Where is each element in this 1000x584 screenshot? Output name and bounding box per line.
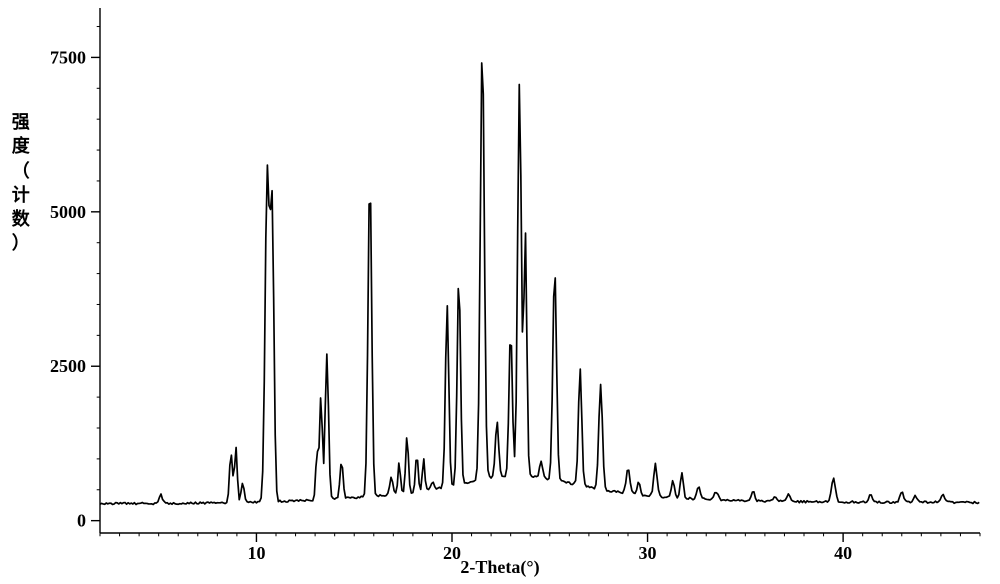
xrd-trace	[100, 63, 979, 504]
ytick-label: 7500	[50, 47, 86, 67]
ytick-label: 2500	[50, 356, 86, 376]
chart-container: 强 度 （ 计 数 ） 025005000750010203040 2-Thet…	[0, 0, 1000, 584]
ytick-label: 0	[77, 511, 86, 531]
x-axis-label: 2-Theta(°)	[0, 557, 1000, 578]
xrd-chart: 025005000750010203040	[0, 0, 1000, 584]
ytick-label: 5000	[50, 202, 86, 222]
